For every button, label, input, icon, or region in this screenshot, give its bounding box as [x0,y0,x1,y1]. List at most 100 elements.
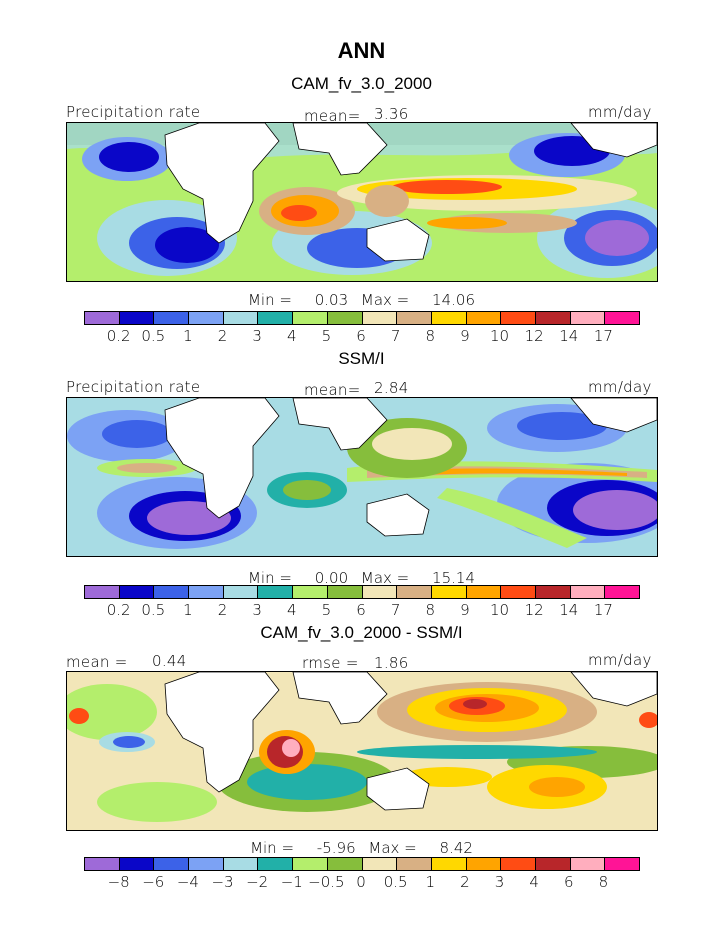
panel2-colorbar-tick-label: 1 [183,601,193,619]
panel3-colorbar-ticks: −8 −6 −4 −3 −2 −1 −0.5 0 0.5 1 2 3 4 6 8 [84,873,640,891]
panel1-colorbar-tick-label: 1 [183,327,193,345]
panel2-colorbar-tick-label: 3 [252,601,262,619]
panel3-colorbar-swatch [327,858,363,870]
panel2-colorbar-swatch [85,586,120,598]
panel2-colorbar-tick-label: 0.2 [106,601,131,619]
panel2-colorbar-swatch [605,586,639,598]
panel2-colorbar-tick-label: 0.5 [141,601,166,619]
panel1-colorbar-tick-label: 2 [217,327,228,345]
panel2-colorbar-swatch [327,586,363,598]
panel2-colorbar-tick-label: 6 [356,601,366,619]
panel2-colorbar-swatch [154,586,190,598]
panel3-colorbar-swatch [570,858,606,870]
panel2-max-value: 15.14 [432,569,475,587]
panel2-australia-landmass [366,493,430,537]
panel1-colorbar-tick-label: 17 [593,327,613,345]
panel1-colorbar-swatch [189,312,224,324]
panel2-colorbar-ticks: 0.2 0.5 1 2 3 4 5 6 7 8 9 10 12 14 17 [84,601,640,619]
panel1-colorbar-swatch [501,312,536,324]
panel3-colorbar-swatch [293,858,328,870]
panel3-africa-landmass [164,672,280,793]
panel1-colorbar-tick-label: 0.2 [106,327,131,345]
panel3-max-value: 8.42 [439,839,473,857]
panel3-colorbar-swatch [85,858,120,870]
panel1-colorbar-tick-label: 12 [524,327,544,345]
panel3-colorbar-swatch [431,858,467,870]
panel3-colorbar-tick-label: 8 [598,873,609,891]
panel2-colorbar-swatch [535,586,571,598]
panel3-colorbar-swatch [189,858,224,870]
panel3-colorbar-swatch [362,858,398,870]
panel1-colorbar-tick-label: 8 [425,327,436,345]
panel2-colorbar-swatch [119,586,155,598]
panel3-colorbar-tick-label: −3 [211,873,234,891]
panel2-colorbar-swatch [570,586,606,598]
panel2-min-value: 0.00 [314,569,349,587]
panel2-colorbar-swatch [397,586,432,598]
panel3-australia-landmass [366,767,430,811]
panel3-colorbar-tick-label: −1 [280,873,303,891]
panel1-map [66,122,658,282]
panel2-colorbar-tick-label: 10 [489,601,510,619]
panel3-colorbar-tick-label: 2 [460,873,470,891]
panel1-colorbar-tick-label: 5 [321,327,332,345]
panel1-colorbar-swatch [535,312,571,324]
panel3-units: mm/day [588,651,652,669]
panel2-colorbar-swatch [431,586,467,598]
panel1-colorbar-swatch [466,312,502,324]
panel3-min-value: -5.96 [316,839,356,857]
panel3-minmax: Min = -5.96 Max = 8.42 [0,839,723,857]
panel1-colorbar-swatch [362,312,398,324]
panel2-mean-value: 2.84 [374,379,409,397]
panel1-colorbar-tick-label: 10 [489,327,510,345]
panel2-variable-label: Precipitation rate [66,378,201,396]
panel2-min-label: Min = [247,569,292,587]
panel1-colorbar-tick-label: 14 [559,327,579,345]
panel3-colorbar-tick-label: 4 [529,873,539,891]
panel2-africa-landmass [164,398,280,519]
panel2-colorbar-tick-label: 5 [321,601,332,619]
panel3-colorbar-swatch [258,858,294,870]
panel2-colorbar-tick-label: 2 [217,601,228,619]
panel3-colorbar-tick-label: −6 [142,873,165,891]
panel3-min-label: Min = [250,839,295,857]
panel2-mean-label: mean= [304,381,361,399]
panel1-max-value: 14.06 [432,291,475,309]
panel1-colorbar-tick-label: 6 [356,327,366,345]
panel1-min-value: 0.03 [314,291,349,309]
panel3-colorbar-tick-label: 0.5 [383,873,408,891]
panel1-colorbar-swatch [327,312,363,324]
panel2-colorbar-tick-label: 17 [593,601,613,619]
panel1-colorbar [84,311,640,325]
panel1-colorbar-swatch [570,312,606,324]
panel3-colorbar-tick-label: 3 [494,873,505,891]
panel1-colorbar-ticks: 0.2 0.5 1 2 3 4 5 6 7 8 9 10 12 14 17 [84,327,640,345]
panel2-colorbar-tick-label: 7 [390,601,401,619]
panel3-mean-label: mean = [66,653,128,671]
panel3-colorbar-swatch [605,858,639,870]
panel1-min-label: Min = [247,291,292,309]
panel3-colorbar-tick-label: −2 [246,873,269,891]
panel1-africa-landmass [164,123,280,244]
panel1-colorbar-swatch [293,312,328,324]
panel2-colorbar-swatch [223,586,259,598]
panel1-colorbar-swatch [85,312,120,324]
panel1-colorbar-tick-label: 4 [286,327,297,345]
panel1-mean-value: 3.36 [374,105,409,123]
panel1-minmax: Min = 0.03 Max = 14.06 [0,291,723,309]
panel1-colorbar-swatch [397,312,432,324]
panel3-colorbar-tick-label: −4 [176,873,199,891]
panel1-title: CAM_fv_3.0_2000 [291,74,432,93]
panel1-colorbar-swatch [223,312,259,324]
panel2-colorbar-tick-label: 12 [524,601,544,619]
panel2-colorbar-swatch [362,586,398,598]
panel3-colorbar-tick-label: −0.5 [308,873,345,891]
figure-title: ANN [337,38,386,63]
panel2-colorbar-tick-label: 14 [559,601,579,619]
panel3-colorbar-swatch [466,858,502,870]
panel3-max-label: Max = [368,839,417,857]
panel2-units: mm/day [588,378,652,396]
panel1-max-label: Max = [360,291,410,309]
panel2-colorbar-swatch [258,586,294,598]
panel2-colorbar [84,585,640,599]
